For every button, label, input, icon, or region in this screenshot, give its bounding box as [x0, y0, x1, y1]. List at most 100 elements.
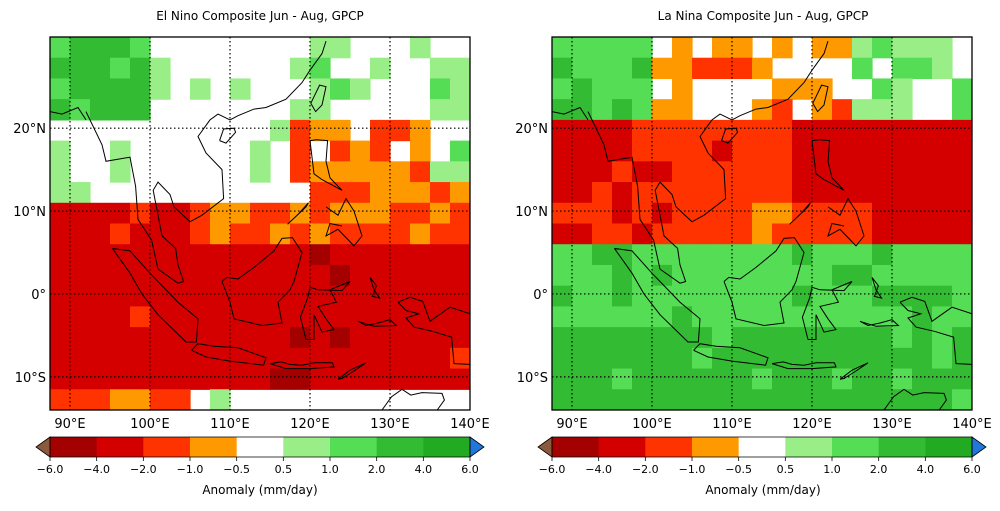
grid-cell — [290, 223, 311, 245]
grid-cell — [892, 202, 913, 225]
grid-cell — [632, 182, 653, 204]
grid-cell — [290, 264, 311, 287]
grid-cell — [330, 223, 351, 245]
grid-cell — [812, 140, 833, 162]
grid-cell — [932, 140, 953, 162]
grid-cell — [50, 223, 71, 245]
grid-cell — [572, 264, 593, 287]
grid-cell — [410, 347, 431, 370]
grid-cell — [552, 306, 573, 328]
grid-cell — [250, 347, 271, 370]
grid-cell — [210, 389, 231, 410]
grid-cell — [330, 264, 351, 287]
grid-cell — [652, 161, 673, 183]
grid-cell — [952, 285, 972, 307]
grid-cell — [70, 202, 91, 225]
grid-cell — [50, 161, 71, 183]
grid-cell — [872, 99, 893, 121]
grid-cell — [70, 389, 91, 410]
grid-cell — [832, 306, 853, 328]
grid-cell — [370, 140, 391, 162]
grid-cell — [70, 99, 91, 121]
colorbar-tick-label: 1.0 — [823, 463, 841, 476]
grid-cell — [572, 347, 593, 370]
grid-cell — [952, 264, 972, 287]
grid-cell — [612, 327, 633, 349]
grid-cell — [912, 161, 933, 183]
grid-cell — [230, 244, 251, 266]
grid-cell — [892, 78, 913, 100]
grid-cell — [50, 327, 71, 349]
grid-cell — [872, 306, 893, 328]
grid-cell — [752, 389, 773, 410]
el-nino-grid-cells — [50, 37, 470, 410]
grid-cell — [330, 244, 351, 266]
grid-cell — [712, 140, 733, 162]
grid-cell — [130, 285, 151, 307]
grid-cell — [250, 285, 271, 307]
colorbar-segment — [925, 437, 973, 457]
grid-cell — [752, 99, 773, 121]
grid-cell — [250, 244, 271, 266]
grid-cell — [612, 244, 633, 266]
grid-cell — [130, 244, 151, 266]
grid-cell — [410, 264, 431, 287]
grid-cell — [832, 119, 853, 142]
grid-cell — [90, 389, 111, 410]
grid-cell — [592, 389, 613, 410]
longitude-tick-label: 140°E — [450, 417, 490, 432]
grid-cell — [932, 306, 953, 328]
coastline — [269, 361, 335, 370]
grid-cell — [612, 389, 633, 410]
grid-cell — [632, 306, 653, 328]
latitude-tick-label: 10°N — [13, 205, 46, 220]
grid-cell — [912, 244, 933, 266]
grid-cell — [170, 306, 191, 328]
grid-cell — [932, 389, 953, 410]
grid-cell — [330, 327, 351, 349]
grid-cell — [652, 202, 673, 225]
grid-cell — [330, 202, 351, 225]
colorbar-segment — [50, 437, 98, 457]
grid-cell — [632, 285, 653, 307]
grid-cell — [270, 285, 291, 307]
grid-cell — [450, 327, 470, 349]
grid-cell — [270, 244, 291, 266]
grid-cell — [672, 161, 693, 183]
grid-cell — [90, 37, 111, 59]
grid-cell — [632, 347, 653, 370]
grid-cell — [430, 327, 451, 349]
grid-cell — [792, 389, 813, 410]
grid-cell — [330, 37, 351, 59]
grid-cell — [90, 244, 111, 266]
grid-cell — [592, 223, 613, 245]
grid-cell — [70, 264, 91, 287]
longitude-tick-label: 90°E — [54, 417, 85, 432]
grid-cell — [572, 182, 593, 204]
grid-cell — [410, 202, 431, 225]
grid-cell — [210, 368, 231, 390]
grid-cell — [912, 140, 933, 162]
grid-cell — [612, 347, 633, 370]
grid-cell — [430, 161, 451, 183]
grid-cell — [190, 78, 211, 100]
grid-cell — [952, 368, 972, 390]
grid-cell — [450, 99, 470, 121]
grid-cell — [90, 327, 111, 349]
grid-cell — [370, 327, 391, 349]
la-nina-coastlines — [552, 40, 972, 410]
grid-cell — [712, 347, 733, 370]
colorbar-segment — [785, 437, 833, 457]
grid-cell — [852, 327, 873, 349]
grid-cell — [832, 37, 853, 59]
grid-cell — [572, 37, 593, 59]
coastline — [299, 281, 351, 340]
grid-cell — [430, 57, 451, 80]
longitude-tick-label: 110°E — [712, 417, 752, 432]
grid-cell — [330, 347, 351, 370]
grid-cell — [310, 78, 331, 100]
grid-cell — [692, 389, 713, 410]
grid-cell — [832, 99, 853, 121]
grid-cell — [892, 264, 913, 287]
grid-cell — [110, 368, 131, 390]
